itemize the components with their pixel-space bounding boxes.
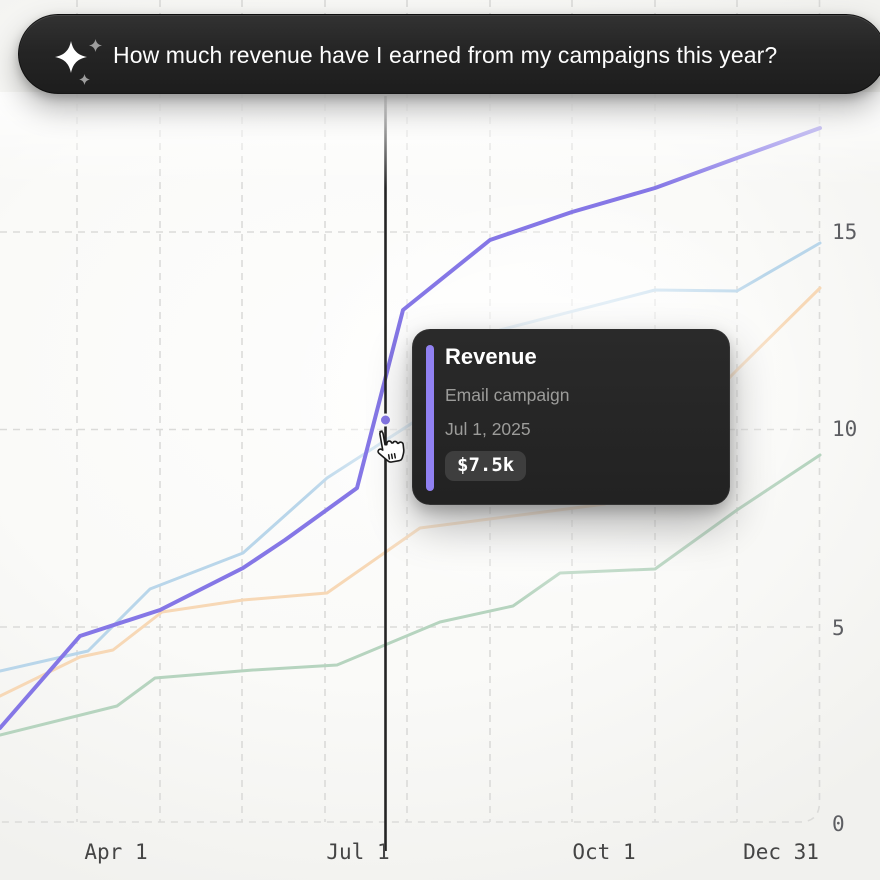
y-tick-label: 0 xyxy=(832,812,845,836)
y-tick-label: 15 xyxy=(832,220,858,244)
tooltip-series-name: Email campaign xyxy=(445,384,570,405)
x-tick-label: Oct 1 xyxy=(572,840,636,864)
y-tick-label: 5 xyxy=(832,616,845,640)
tooltip-series-accent-bar xyxy=(426,345,434,491)
tooltip-date: Jul 1, 2025 xyxy=(445,418,531,439)
y-tick-label: 10 xyxy=(832,417,858,441)
ai-query-bar[interactable]: How much revenue have I earned from my c… xyxy=(18,14,880,94)
tooltip-value-badge: $7.5k xyxy=(445,450,527,481)
query-text: How much revenue have I earned from my c… xyxy=(113,41,778,68)
x-tick-label: Jul 1 xyxy=(326,840,390,864)
x-tick-label: Dec 31 xyxy=(743,840,819,864)
x-tick-label: Apr 1 xyxy=(84,840,148,864)
hover-point-dot xyxy=(379,413,392,427)
tooltip-title: Revenue xyxy=(445,344,537,369)
hover-tooltip: Revenue Email campaign Jul 1, 2025 $7.5k xyxy=(412,329,730,505)
plot-border-dashed xyxy=(0,0,821,823)
sparkle-icon xyxy=(55,39,102,85)
